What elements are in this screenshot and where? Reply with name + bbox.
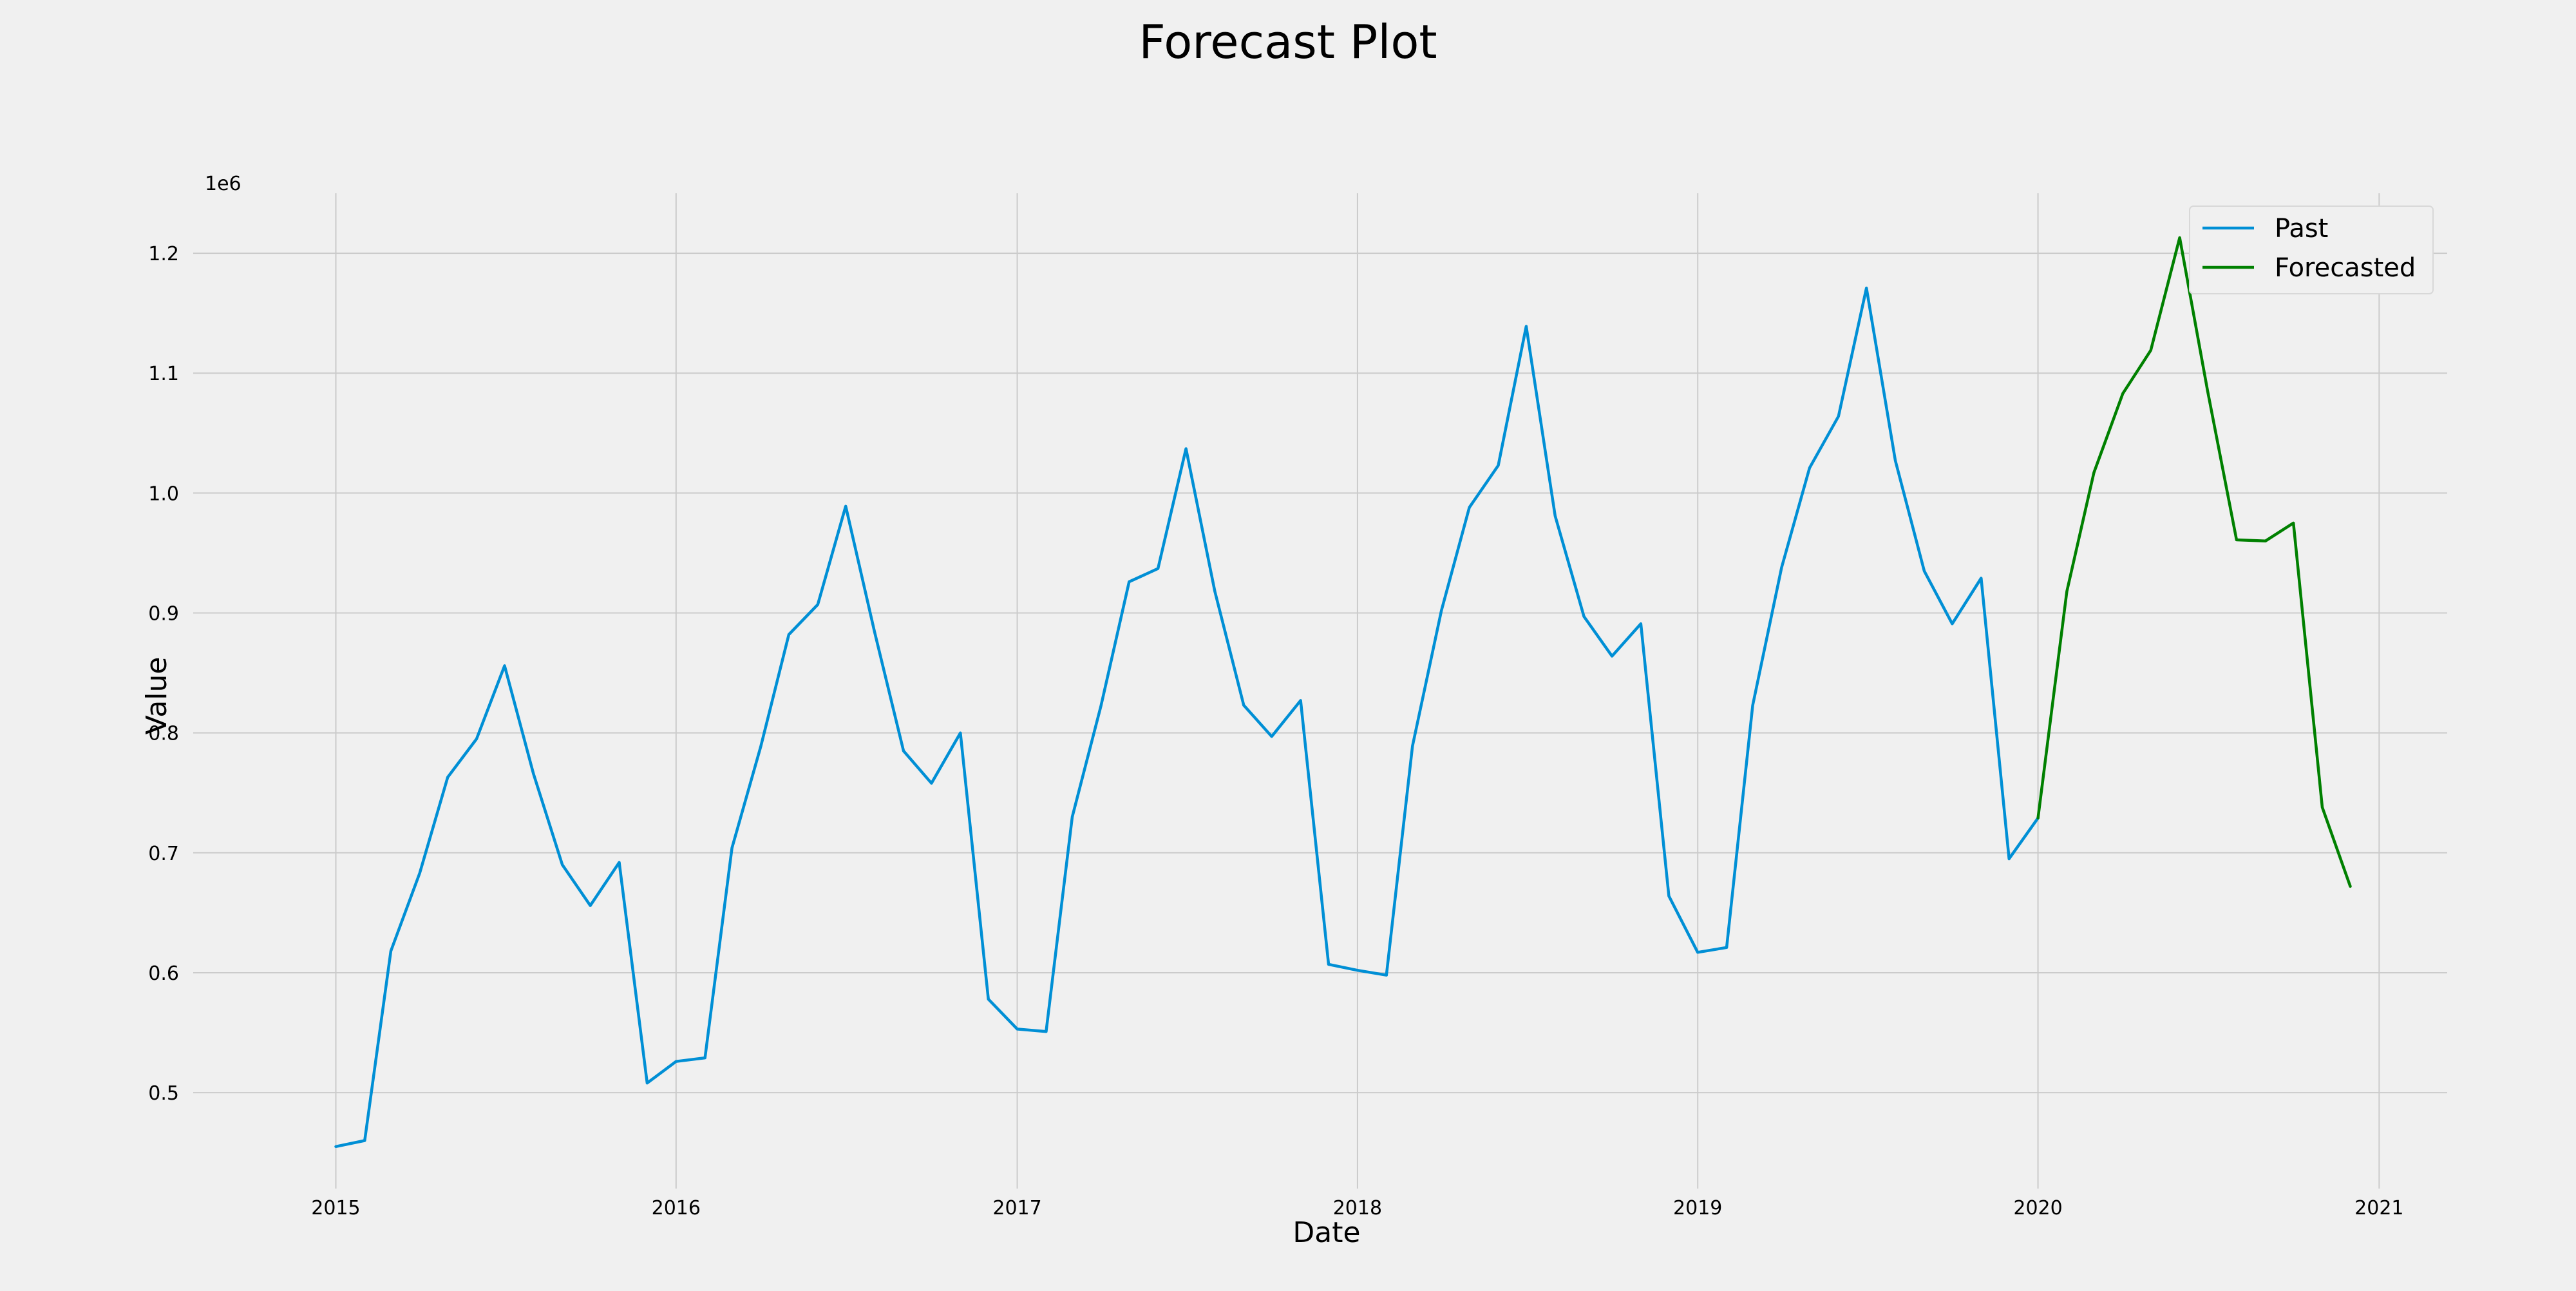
x-tick-label: 2015 — [311, 1197, 360, 1219]
y-tick-label: 0.6 — [148, 962, 179, 985]
legend-label-forecasted: Forecasted — [2275, 253, 2416, 283]
y-tick-label: 1.2 — [148, 243, 179, 265]
legend-label-past: Past — [2275, 214, 2328, 244]
y-tick-label: 0.9 — [148, 603, 179, 626]
y-tick-label: 1.1 — [148, 363, 179, 385]
series-line-past — [334, 286, 2040, 1149]
y-tick-label: 0.5 — [148, 1082, 179, 1105]
y-tick-label: 0.7 — [148, 843, 179, 865]
y-tick-label: 1.0 — [148, 483, 179, 505]
chart-title: Forecast Plot — [1139, 15, 1437, 69]
legend: Past Forecasted — [2189, 206, 2434, 294]
tick-labels: 0.5 0.6 0.7 0.8 0.9 1.0 1.1 1.2 2015 2016 2017 2018… — [148, 243, 2403, 1219]
y-tick-label: 0.8 — [148, 723, 179, 745]
x-tick-label: 2017 — [992, 1197, 1041, 1219]
grid — [193, 193, 2447, 1189]
x-tick-label: 2016 — [652, 1197, 701, 1219]
x-tick-label: 2020 — [2013, 1197, 2062, 1219]
series-lines — [334, 236, 2352, 1149]
x-tick-label: 2021 — [2354, 1197, 2403, 1219]
y-axis-offset-label: 1e6 — [205, 173, 242, 195]
x-axis-label: Date — [1293, 1216, 1360, 1249]
x-tick-label: 2018 — [1333, 1197, 1382, 1219]
x-tick-label: 2019 — [1673, 1197, 1722, 1219]
series-line-forecasted — [2036, 236, 2352, 888]
y-axis-label: Value — [140, 657, 173, 735]
